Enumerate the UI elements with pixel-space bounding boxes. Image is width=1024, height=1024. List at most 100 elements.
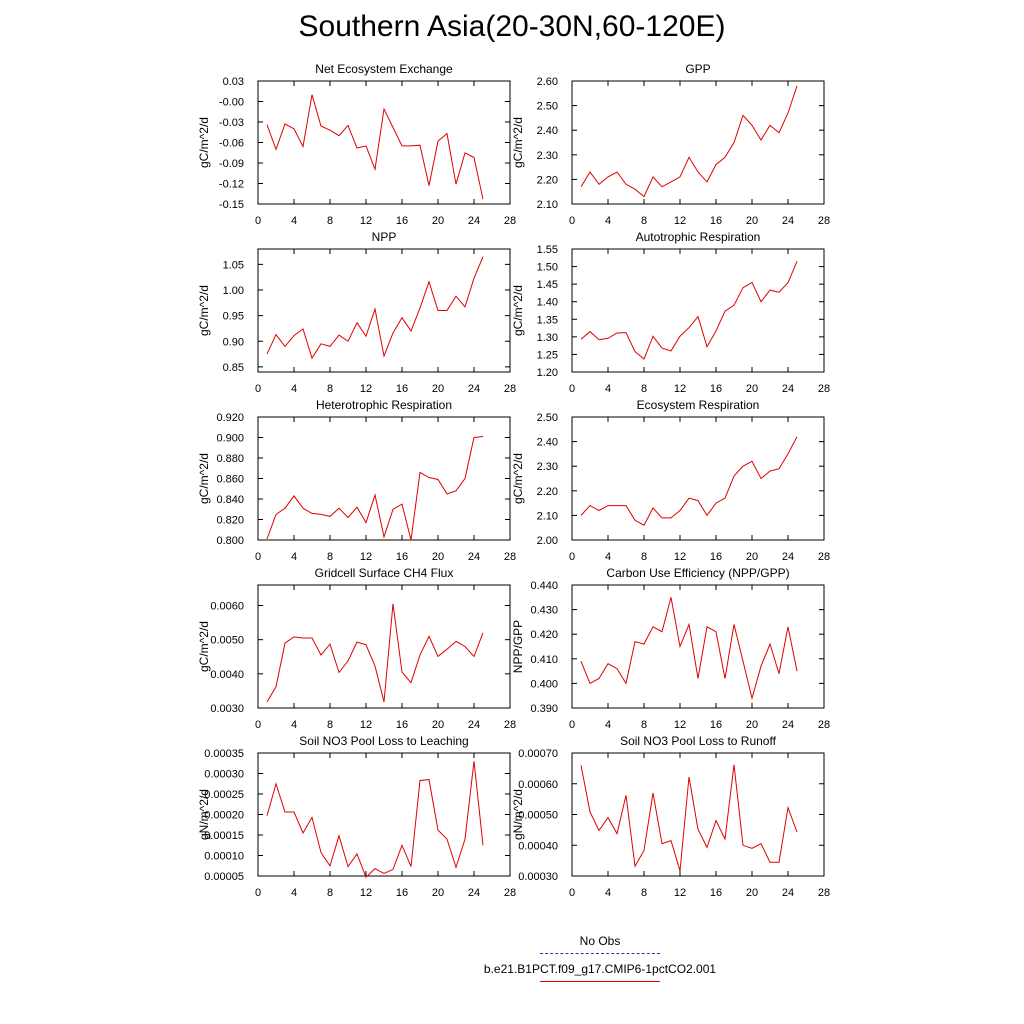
panel-7-ytick-label: 0.0040 [210, 669, 244, 681]
panel-9-xtick-label: 12 [360, 887, 372, 899]
panel-5-xtick-label: 28 [504, 551, 516, 563]
panel-9-xtick-label: 28 [504, 887, 516, 899]
panel-3-xtick-label: 16 [396, 383, 408, 395]
panel-3-xtick-label: 28 [504, 383, 516, 395]
panel-8-series-line [580, 597, 798, 701]
panel-2-title: GPP [685, 62, 710, 76]
panel-7-frame [257, 584, 511, 709]
panel-2-xtick-label: 20 [746, 215, 758, 227]
panel-7-series-line [266, 603, 484, 703]
panel-5-xtick-label: 20 [432, 551, 444, 563]
panel-6-ytick-label: 2.00 [537, 535, 558, 547]
panel-9-xtick-label: 24 [468, 887, 480, 899]
panel-10-ytick-label: 0.00070 [518, 748, 558, 760]
panel-10-xtick-label: 28 [818, 887, 830, 899]
panel-8-xtick-label: 12 [674, 719, 686, 731]
panel-4-title: Autotrophic Respiration [636, 230, 761, 244]
panel-10-xtick-label: 4 [605, 887, 611, 899]
panel-9-xtick-label: 16 [396, 887, 408, 899]
panel-2-xtick-label: 16 [710, 215, 722, 227]
panel-2-xtick-label: 8 [641, 215, 647, 227]
panel-7-xtick-label: 28 [504, 719, 516, 731]
panel-5-xtick-label: 8 [327, 551, 333, 563]
panel-8-title: Carbon Use Efficiency (NPP/GPP) [606, 566, 789, 580]
panel-9-ytick-label: 0.00025 [204, 789, 244, 801]
panel-1-ytick-label: -0.00 [219, 97, 244, 109]
panel-6-ytick-label: 2.40 [537, 437, 558, 449]
panel-10-ylabel: gN/m^2/d [511, 789, 525, 840]
panel-9-ytick-label: 0.00030 [204, 769, 244, 781]
panel-10-xtick-label: 20 [746, 887, 758, 899]
panel-6-ytick-label: 2.20 [537, 486, 558, 498]
panel-6-xtick-label: 16 [710, 551, 722, 563]
panel-6-xtick-label: 12 [674, 551, 686, 563]
panel-5-ytick-label: 0.920 [216, 412, 244, 424]
panel-9-ytick-label: 0.00005 [204, 871, 244, 883]
panel-2-ytick-label: 2.50 [537, 101, 558, 113]
panel-5-ytick-label: 0.800 [216, 535, 244, 547]
panel-9-series-line [266, 761, 484, 879]
panel-4-xtick-label: 8 [641, 383, 647, 395]
panel-5-title: Heterotrophic Respiration [316, 398, 452, 412]
panel-8-ytick-label: 0.420 [530, 629, 558, 641]
panel-2-ytick-label: 2.40 [537, 125, 558, 137]
panel-9-xtick-label: 0 [255, 887, 261, 899]
panel-3-xtick-label: 4 [291, 383, 297, 395]
panel-1-ytick-label: -0.06 [219, 138, 244, 150]
panel-7-ytick-label: 0.0030 [210, 703, 244, 715]
panel-3-xtick-label: 8 [327, 383, 333, 395]
panel-3-xtick-label: 12 [360, 383, 372, 395]
panel-6-ylabel: gC/m^2/d [511, 453, 525, 504]
panel-9-xtick-label: 20 [432, 887, 444, 899]
panel-1-ytick-label: -0.03 [219, 117, 244, 129]
panel-6-series-line [580, 436, 798, 526]
panel-9-title: Soil NO3 Pool Loss to Leaching [299, 734, 468, 748]
panel-1-ytick-label: -0.15 [219, 199, 244, 211]
panel-8-xtick-label: 24 [782, 719, 794, 731]
panel-3-xtick-label: 24 [468, 383, 480, 395]
panel-10-ytick-label: 0.00040 [518, 840, 558, 852]
panel-1-ytick-label: -0.12 [219, 179, 244, 191]
panel-4-xtick-label: 20 [746, 383, 758, 395]
panel-4-ytick-label: 1.50 [537, 262, 558, 274]
panel-8-xtick-label: 0 [569, 719, 575, 731]
panel-4-xtick-label: 24 [782, 383, 794, 395]
panel-2-ytick-label: 2.30 [537, 150, 558, 162]
panel-4-ytick-label: 1.30 [537, 332, 558, 344]
panel-4-xtick-label: 28 [818, 383, 830, 395]
panel-4-frame [571, 248, 825, 373]
panel-4-ytick-label: 1.20 [537, 367, 558, 379]
panel-2-xtick-label: 12 [674, 215, 686, 227]
panel-7-xtick-label: 24 [468, 719, 480, 731]
panel-8-ytick-label: 0.400 [530, 678, 558, 690]
panel-1-xtick-label: 16 [396, 215, 408, 227]
panel-1-series-line [266, 94, 484, 200]
panel-1-xtick-label: 0 [255, 215, 261, 227]
legend-model: b.e21.B1PCT.f09_g17.CMIP6-1pctCO2.001 [430, 962, 770, 982]
legend-model-label: b.e21.B1PCT.f09_g17.CMIP6-1pctCO2.001 [483, 962, 717, 976]
panel-6-frame [571, 416, 825, 541]
panel-1-xtick-label: 20 [432, 215, 444, 227]
panel-8-ytick-label: 0.390 [530, 703, 558, 715]
panel-1-xtick-label: 8 [327, 215, 333, 227]
panel-6-ytick-label: 2.10 [537, 510, 558, 522]
panel-8-xtick-label: 20 [746, 719, 758, 731]
panel-5-ytick-label: 0.880 [216, 453, 244, 465]
panel-6-xtick-label: 20 [746, 551, 758, 563]
panel-1-ytick-label: -0.09 [219, 158, 244, 170]
panel-2-ytick-label: 2.60 [537, 76, 558, 88]
panel-3-ytick-label: 0.85 [223, 362, 244, 374]
panel-5-ytick-label: 0.860 [216, 474, 244, 486]
panel-4-xtick-label: 12 [674, 383, 686, 395]
panel-10-ytick-label: 0.00050 [518, 810, 558, 822]
panel-2-series-line [580, 85, 798, 198]
panel-10-xtick-label: 16 [710, 887, 722, 899]
panel-4-xtick-label: 4 [605, 383, 611, 395]
panel-4-ytick-label: 1.55 [537, 244, 558, 256]
panel-1-frame [257, 80, 511, 205]
legend-obs-label: No Obs [579, 934, 621, 948]
panel-1-ytick-label: 0.03 [223, 76, 244, 88]
panel-3-ylabel: gC/m^2/d [197, 285, 211, 336]
panel-7-xtick-label: 12 [360, 719, 372, 731]
panel-4-ytick-label: 1.40 [537, 297, 558, 309]
